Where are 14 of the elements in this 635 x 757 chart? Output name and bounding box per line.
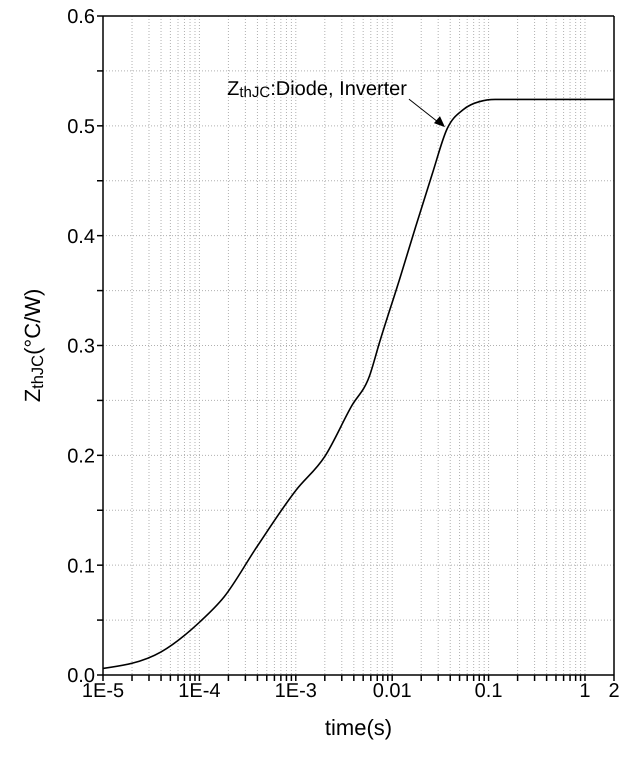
- x-tick-label: 0.1: [474, 680, 502, 702]
- y-tick-label: 0.1: [67, 555, 95, 578]
- x-tick-label: 1: [579, 680, 591, 702]
- y-tick-label: 0.5: [67, 116, 95, 138]
- annotation: Z$_{thJC}$:Diode, Inverter: [227, 78, 408, 102]
- y-tick-label: 0.3: [67, 336, 95, 358]
- y-tick-label: 0.6: [67, 6, 95, 28]
- y-tick-label: 0.2: [67, 445, 95, 468]
- x-tick-label: 1E-4: [178, 680, 221, 702]
- x-tick-label: 0.01: [372, 680, 412, 702]
- x-tick-label: 1E-3: [274, 680, 317, 702]
- x-tick-label: 2: [608, 680, 620, 702]
- y-tick-label: 0.4: [67, 226, 95, 248]
- x-axis-title: time(s): [324, 715, 392, 740]
